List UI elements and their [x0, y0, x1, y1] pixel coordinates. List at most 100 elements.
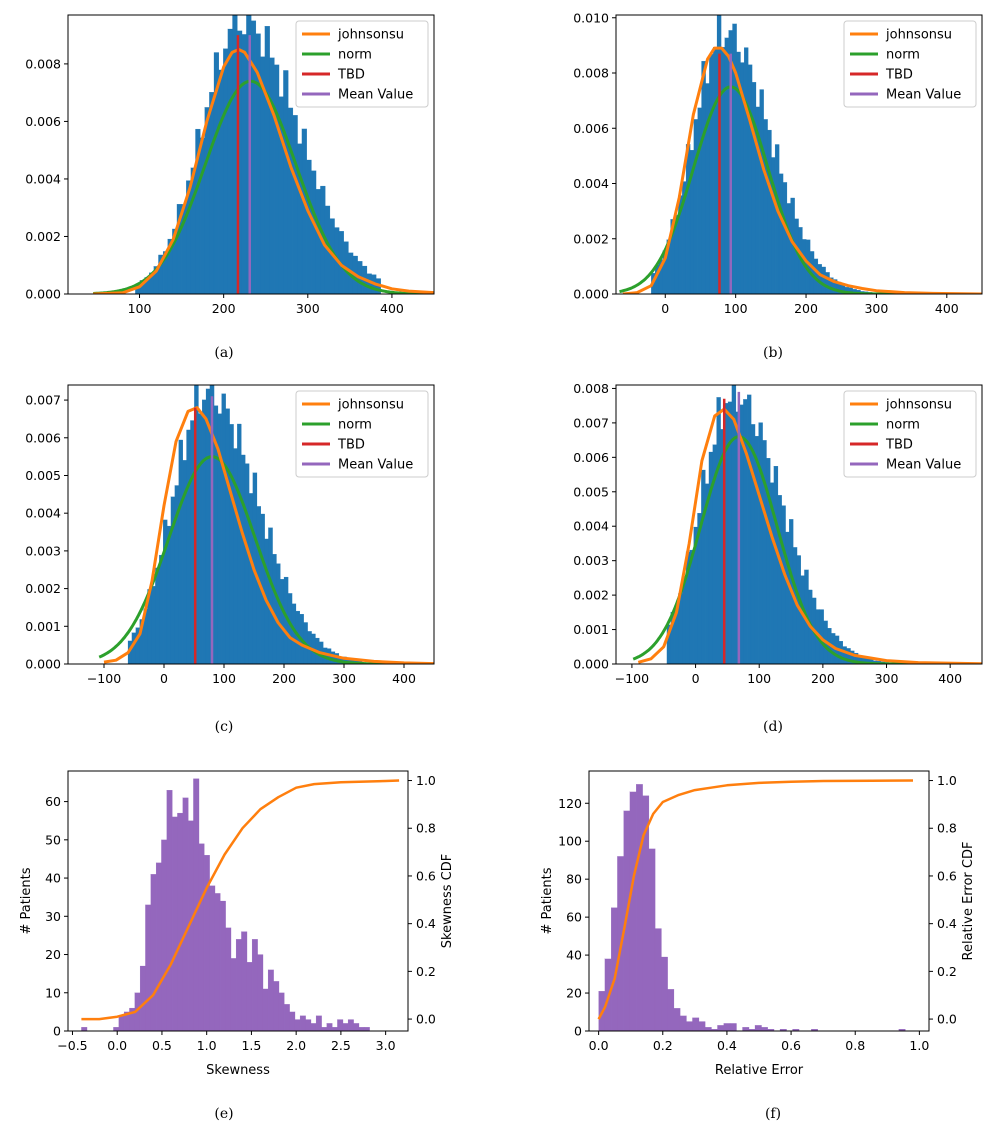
y-tick-label: 0.006 [25, 114, 61, 129]
hist-bar [698, 1021, 706, 1031]
hist-bar [667, 989, 675, 1031]
legend-box [843, 390, 977, 478]
y2-tick-label: 0.2 [937, 964, 957, 979]
hist-bar [237, 423, 242, 664]
y-tick-label: 0.002 [25, 229, 61, 244]
legend-label: johnsonsu [337, 398, 404, 413]
x-tick-label: 0.6 [781, 1038, 801, 1053]
johnsonsu-curve [93, 48, 434, 294]
hist-bar [720, 47, 726, 294]
hist-bar [747, 394, 752, 664]
subplot-f: 0 20 40 60 80 100 120 0.0 0.2 0.4 0.6 0.8 1.0 Relativ… [540, 770, 976, 1122]
x-tick-label: 400 [938, 671, 962, 686]
hist-bar [150, 874, 157, 1031]
x-tick-label: 0.5 [152, 1038, 172, 1053]
hist-bar [269, 57, 275, 294]
y-tick-label: 40 [45, 871, 61, 886]
x-tick-label: 300 [875, 671, 899, 686]
cdf-curve [597, 779, 914, 1020]
y-tick-label: 120 [558, 796, 582, 811]
hist-bar [697, 107, 702, 294]
hist-bar [225, 408, 230, 664]
hist-bar [330, 651, 336, 664]
hist-bar [717, 1025, 725, 1031]
hist-bar [331, 1027, 338, 1031]
y-tick-label: 0.006 [573, 450, 609, 465]
hist-bar [219, 900, 226, 1031]
hist-bar [701, 61, 706, 294]
subplot-caption: (d) [763, 719, 783, 735]
x-tick-label: 100 [747, 671, 771, 686]
y2-tick-label: 1.0 [416, 773, 436, 788]
y-tick-label: 10 [45, 985, 61, 1000]
y2-tick-label: 0.0 [937, 1012, 957, 1027]
legend-label: norm [886, 48, 920, 63]
y2-tick-label: 0.2 [416, 964, 436, 979]
hist-bar [724, 37, 730, 294]
hist-bar [299, 1015, 306, 1031]
hist-bar [267, 969, 274, 1031]
hist-bar [225, 927, 232, 1031]
hist-bar [754, 436, 759, 664]
y-tick-label: 60 [45, 794, 61, 809]
x-tick-label: −100 [615, 671, 649, 686]
hist-bar [204, 107, 210, 294]
hist-bar [754, 1025, 762, 1031]
hist-bar [235, 939, 242, 1031]
y2-axis-label: Skewness CDF [440, 854, 455, 948]
hist-bar [661, 956, 668, 1031]
hist-bar [227, 28, 233, 294]
hist-bar [686, 1021, 693, 1031]
hist-bar [358, 1027, 365, 1031]
x-tick-label: 1.0 [197, 1038, 217, 1053]
plot-area-c [98, 385, 434, 664]
y-tick-label: 0.000 [25, 657, 61, 672]
x-tick-label: 200 [212, 301, 236, 316]
x-tick-label: 0.0 [589, 1038, 609, 1053]
x-tick-label: 0.0 [107, 1038, 127, 1053]
cdf-curve [81, 779, 400, 1021]
y-tick-label: 0.007 [25, 393, 61, 408]
hist-bar [693, 119, 699, 294]
hist-bar [257, 954, 264, 1031]
x-tick-label: 400 [935, 301, 959, 316]
hist-bar [685, 144, 691, 294]
legend-label: TBD [885, 438, 913, 453]
hist-bar [221, 393, 226, 664]
hist-bar [305, 1019, 312, 1031]
hist-bar [751, 82, 757, 294]
y-tick-label: 20 [566, 986, 582, 1001]
x-tick-label: 200 [811, 671, 835, 686]
hist-bar [701, 469, 706, 664]
hist-bar [767, 129, 772, 294]
hist-bar [273, 981, 280, 1031]
hist-bar [241, 931, 248, 1031]
norm-curve [619, 85, 982, 294]
x-tick-label: 1.0 [909, 1038, 929, 1053]
hist-bar [781, 505, 786, 664]
hist-bar [786, 203, 791, 294]
hist-bar [283, 1004, 290, 1031]
hist-bar [673, 1008, 681, 1031]
hist-bar [244, 463, 250, 664]
hist-bar [321, 1027, 328, 1031]
y-tick-label: 0.008 [573, 381, 609, 396]
x-tick-label: 0.2 [653, 1038, 673, 1053]
y-tick-label: 0.004 [25, 506, 61, 521]
hist-bar [654, 928, 662, 1031]
hist-bar [139, 965, 146, 1031]
hist-bar [825, 272, 830, 294]
y-tick-label: 0.002 [573, 588, 609, 603]
hist-bar [347, 1019, 354, 1031]
hist-bar [292, 115, 298, 294]
hist-bar [311, 170, 317, 294]
hist-bar [729, 1023, 737, 1031]
hist-bar [704, 1027, 712, 1031]
hist-bar [166, 525, 172, 664]
hist-bar [155, 567, 160, 664]
subplot-c: johnsonsu norm TBD Mean Value 0.000 0.001 0.00… [25, 384, 435, 735]
subplot-caption: (a) [214, 345, 233, 361]
hist-bar [209, 92, 215, 294]
hist-bar [629, 791, 637, 1031]
hist-bar [315, 189, 321, 294]
